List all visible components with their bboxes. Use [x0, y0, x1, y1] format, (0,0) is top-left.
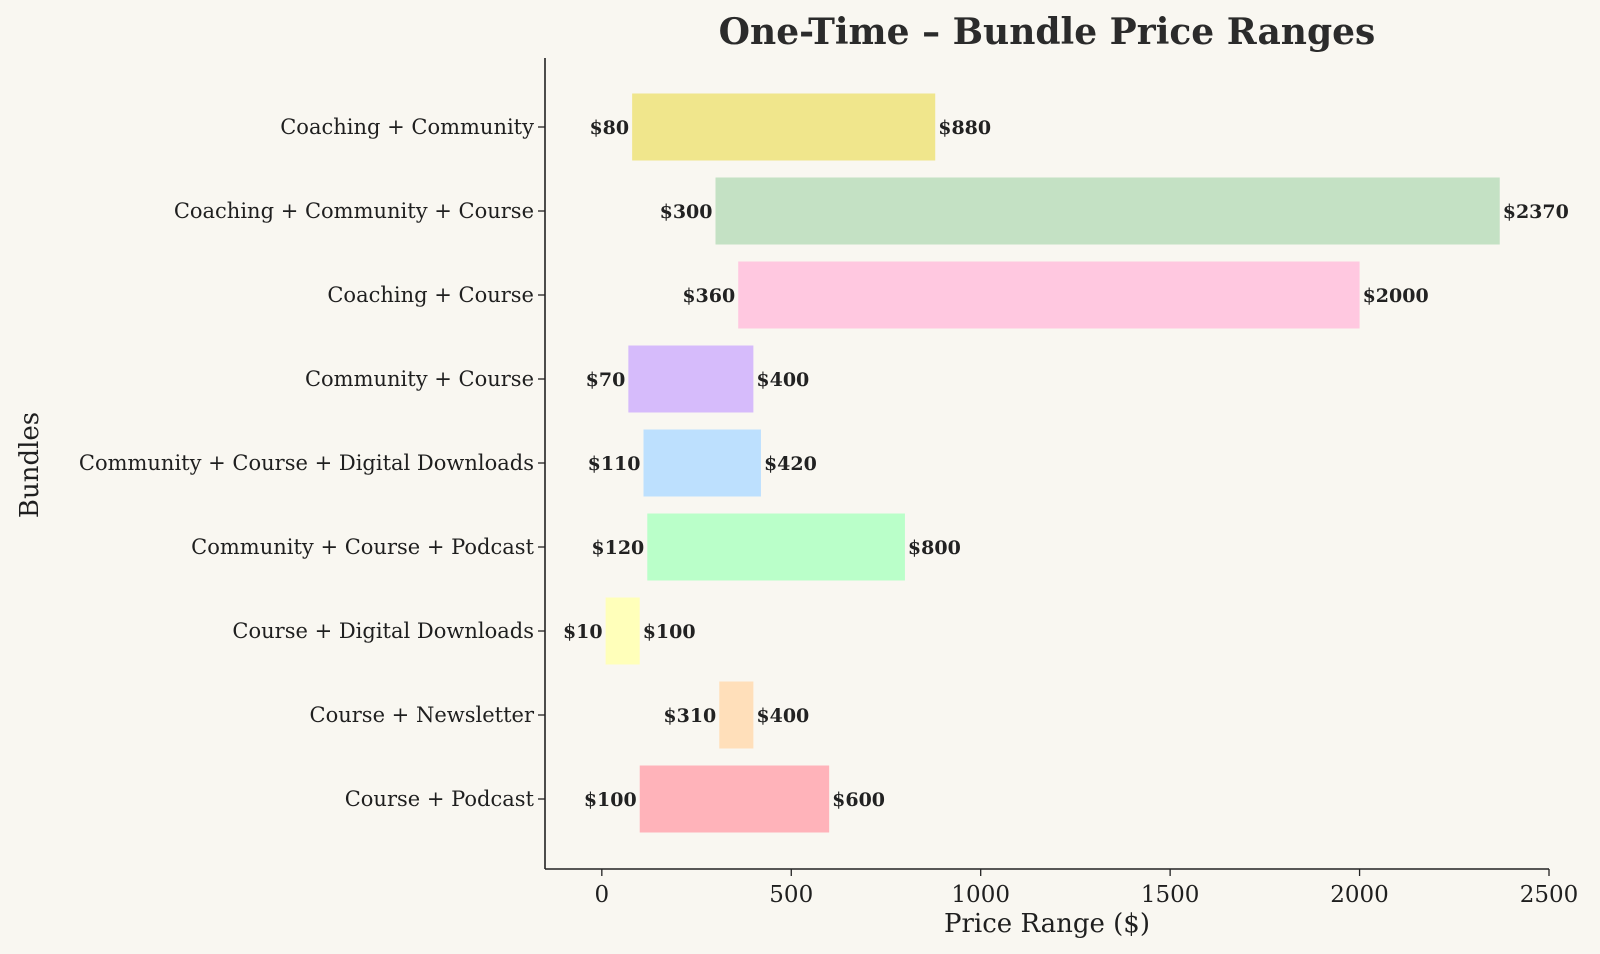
y-tick-label: Coaching + Community + Course: [174, 199, 534, 223]
y-tick-label: Community + Course + Digital Downloads: [79, 451, 534, 475]
min-value-label: $120: [591, 537, 644, 559]
min-value-label: $310: [663, 705, 716, 727]
max-value-label: $2000: [1363, 285, 1429, 307]
y-tick-label: Community + Course: [305, 367, 534, 391]
max-value-label: $880: [938, 117, 991, 139]
x-tick-label: 2500: [1520, 882, 1579, 908]
range-bar: [719, 682, 753, 749]
range-bar: [738, 262, 1359, 329]
min-value-label: $70: [586, 369, 626, 391]
range-bar: [628, 346, 753, 413]
x-tick-label: 1500: [1141, 882, 1200, 908]
y-tick-label: Course + Podcast: [345, 787, 535, 811]
max-value-label: $100: [643, 621, 696, 643]
range-bar: [632, 94, 935, 161]
max-value-label: $600: [832, 789, 885, 811]
max-value-label: $400: [756, 369, 809, 391]
range-bar: [647, 514, 905, 581]
chart-title: One-Time – Bundle Price Ranges: [719, 11, 1376, 53]
range-bar: [644, 430, 761, 497]
range-bar: [715, 178, 1499, 245]
max-value-label: $400: [756, 705, 809, 727]
range-bar: [606, 598, 640, 665]
y-tick-label: Course + Digital Downloads: [232, 619, 534, 643]
min-value-label: $300: [660, 201, 713, 223]
x-tick-label: 2000: [1330, 882, 1389, 908]
min-value-label: $110: [588, 453, 641, 475]
range-bar: [640, 766, 829, 833]
max-value-label: $420: [764, 453, 817, 475]
max-value-label: $2370: [1503, 201, 1569, 223]
y-tick-label: Course + Newsletter: [310, 703, 535, 727]
min-value-label: $100: [584, 789, 637, 811]
x-tick-label: 500: [769, 882, 813, 908]
x-tick-label: 1000: [951, 882, 1010, 908]
bars-layer: [606, 94, 1500, 833]
min-value-label: $80: [589, 117, 629, 139]
min-value-label: $360: [682, 285, 735, 307]
y-tick-label: Community + Course + Podcast: [191, 535, 534, 559]
max-value-label: $800: [908, 537, 961, 559]
y-tick-label: Coaching + Community: [280, 115, 534, 139]
x-axis-label: Price Range ($): [944, 909, 1150, 939]
min-value-label: $10: [563, 621, 603, 643]
y-tick-label: Coaching + Course: [327, 283, 534, 307]
x-tick-label: 0: [595, 882, 610, 908]
y-axis-label: Bundles: [15, 412, 45, 518]
